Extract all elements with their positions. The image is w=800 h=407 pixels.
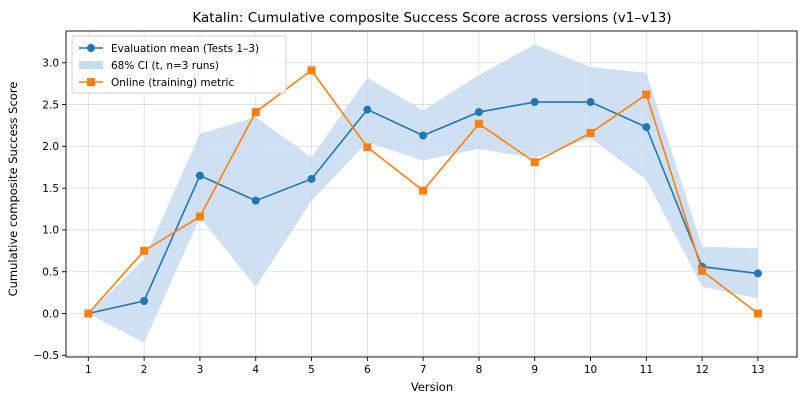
x-tick-label-6: 7 bbox=[420, 364, 427, 376]
y-tick-label-2: 0.5 bbox=[42, 267, 59, 279]
y-tick-label-7: 3.0 bbox=[42, 58, 59, 70]
y-tick-label-0: −0.5 bbox=[34, 350, 60, 362]
evaluation-mean-point-10 bbox=[586, 98, 595, 107]
online-metric-point-9 bbox=[530, 158, 539, 167]
legend-swatch-ci-band bbox=[79, 61, 103, 69]
online-metric-point-11 bbox=[642, 90, 651, 99]
x-tick-label-4: 5 bbox=[308, 364, 315, 376]
chart-title: Katalin: Cumulative composite Success Sc… bbox=[192, 10, 671, 26]
y-tick-label-5: 2.0 bbox=[42, 141, 59, 153]
plot-frame bbox=[65, 30, 798, 358]
x-tick-label-1: 2 bbox=[141, 364, 148, 376]
y-tick-label-3: 1.0 bbox=[42, 225, 59, 237]
evaluation-mean-point-5 bbox=[307, 174, 316, 183]
x-tick-label-8: 9 bbox=[531, 364, 538, 376]
evaluation-mean-point-13 bbox=[753, 269, 762, 278]
legend-swatch-evaluation-mean-marker bbox=[87, 44, 95, 52]
online-metric-point-13 bbox=[753, 309, 762, 318]
online-metric-point-2 bbox=[140, 246, 149, 255]
plot-area: −0.50.00.51.01.52.02.53.01 2 3 4 5 6 7 8 9 10 11 12… bbox=[34, 30, 798, 376]
x-tick-label-11: 12 bbox=[695, 364, 708, 376]
evaluation-mean-point-6 bbox=[363, 105, 372, 114]
online-metric-point-10 bbox=[586, 128, 595, 137]
online-metric-point-12 bbox=[698, 266, 707, 275]
x-tick-label-10: 11 bbox=[640, 364, 653, 376]
online-metric-point-7 bbox=[419, 186, 428, 195]
x-tick-label-3: 4 bbox=[252, 364, 259, 376]
evaluation-mean-point-2 bbox=[140, 296, 149, 305]
online-metric-point-6 bbox=[363, 143, 372, 152]
x-tick-label-2: 3 bbox=[197, 364, 204, 376]
legend-label-2: 68% CI (t, n=3 runs) bbox=[111, 60, 219, 72]
legend-label-3: Online (training) metric bbox=[111, 77, 234, 89]
evaluation-mean-point-9 bbox=[530, 98, 539, 107]
x-axis-label: Version bbox=[411, 380, 453, 394]
x-tick-label-0: 1 bbox=[85, 364, 92, 376]
online-metric-point-8 bbox=[474, 119, 483, 128]
x-tick-label-5: 6 bbox=[364, 364, 371, 376]
y-axis-label: Cumulative composite Success Score bbox=[6, 82, 20, 297]
evaluation-mean-point-4 bbox=[251, 196, 260, 205]
ci-band bbox=[88, 44, 758, 343]
online-metric-point-3 bbox=[195, 212, 204, 221]
x-tick-label-7: 8 bbox=[476, 364, 483, 376]
legend-swatch-online-metric-marker bbox=[87, 78, 95, 86]
evaluation-mean-point-7 bbox=[419, 131, 428, 140]
x-tick-label-9: 10 bbox=[584, 364, 597, 376]
evaluation-mean-point-8 bbox=[474, 108, 483, 117]
online-metric-point-1 bbox=[84, 309, 93, 318]
y-tick-label-1: 0.0 bbox=[42, 308, 59, 320]
y-tick-label-4: 1.5 bbox=[42, 183, 59, 195]
online-metric-point-4 bbox=[251, 108, 260, 117]
x-tick-label-12: 13 bbox=[751, 364, 764, 376]
legend-box bbox=[71, 35, 287, 94]
online-metric-point-5 bbox=[307, 66, 316, 75]
y-tick-label-6: 2.5 bbox=[42, 99, 59, 111]
evaluation-mean-point-11 bbox=[642, 123, 651, 132]
evaluation-mean-point-3 bbox=[195, 171, 204, 180]
legend-label-1: Evaluation mean (Tests 1–3) bbox=[111, 43, 259, 55]
